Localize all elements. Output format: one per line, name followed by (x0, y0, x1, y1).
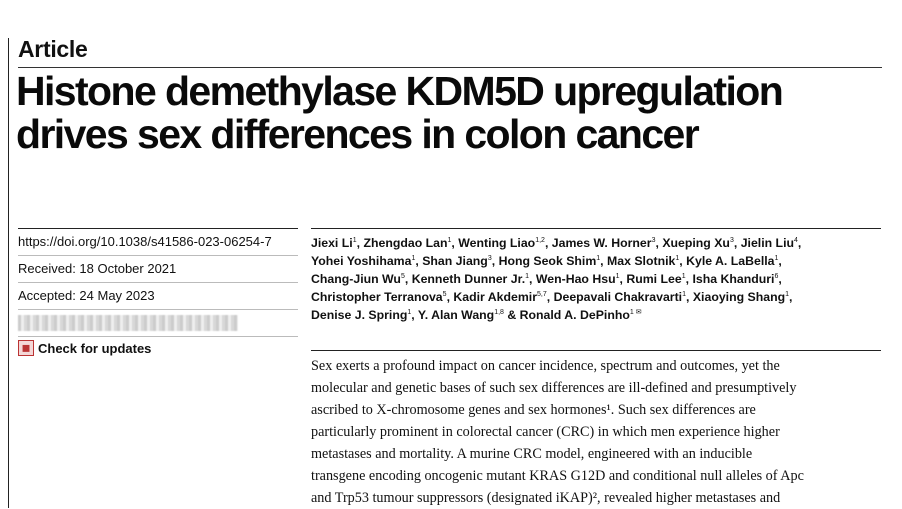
title-line-1: Histone demethylase KDM5D upregulation (16, 68, 784, 114)
author-name[interactable]: Isha Khanduri (692, 272, 775, 286)
affiliation-marker: 1 (615, 272, 620, 280)
affiliation-marker: 1 (682, 290, 687, 298)
author-name[interactable]: Hong Seok Shim (498, 254, 597, 268)
abstract-line: metastases and mortality. A murine CRC m… (311, 446, 753, 462)
accepted-date: Accepted: 24 May 2023 (18, 283, 298, 310)
author-name[interactable]: Wen-Hao Hsu (535, 272, 616, 286)
author-name[interactable]: Shan Jiang (422, 254, 488, 268)
author-name[interactable]: Rumi Lee (626, 272, 682, 286)
article-metadata: https://doi.org/10.1038/s41586-023-06254… (18, 228, 298, 337)
affiliation-marker: 1,8 (494, 308, 504, 316)
author-name[interactable]: Christopher Terranova (311, 290, 443, 304)
affiliation-marker: 3 (651, 236, 656, 244)
author-line: Christopher Terranova5, Kadir Akdemir5,7… (311, 290, 793, 304)
article-title: Histone demethylase KDM5D upregulation d… (16, 70, 896, 156)
author-name[interactable]: Deepavali Chakravarti (553, 290, 683, 304)
affiliation-marker: 1 (447, 236, 452, 244)
affiliation-marker: 1 (675, 254, 680, 262)
received-date: Received: 18 October 2021 (18, 256, 298, 283)
abstract-line: particularly prominent in colorectal can… (311, 424, 780, 440)
left-margin-rule (8, 38, 9, 508)
affiliation-marker: 5 (400, 272, 405, 280)
affiliation-marker: 1 (681, 272, 686, 280)
abstract-line: molecular and genetic bases of such sex … (311, 380, 797, 396)
affiliation-marker: 1 (407, 308, 412, 316)
author-name[interactable]: James W. Horner (551, 236, 652, 250)
affiliation-marker: 5,7 (537, 290, 547, 298)
affiliation-marker: 6 (774, 272, 779, 280)
affiliation-marker: 1 (774, 254, 779, 262)
affiliation-marker: 1 ✉ (629, 308, 642, 316)
author-name[interactable]: Zhengdao Lan (363, 236, 448, 250)
author-name[interactable]: Kenneth Dunner Jr. (411, 272, 526, 286)
affiliation-marker: 1,2 (535, 236, 545, 244)
affiliation-marker: 1 (525, 272, 530, 280)
author-name[interactable]: Kadir Akdemir (453, 290, 538, 304)
blurred-text (18, 315, 238, 331)
author-name[interactable]: Max Slotnik (607, 254, 676, 268)
author-name[interactable]: Xueping Xu (662, 236, 730, 250)
abstract-line: transgene encoding oncogenic mutant KRAS… (311, 468, 804, 484)
doi-link[interactable]: https://doi.org/10.1038/s41586-023-06254… (18, 228, 298, 256)
affiliation-marker: 1 (785, 290, 790, 298)
author-name[interactable]: Jielin Liu (740, 236, 794, 250)
abstract-line: ascribed to X-chromosome genes and sex h… (311, 402, 756, 418)
author-name[interactable]: Y. Alan Wang (417, 308, 495, 322)
author-line: Jiexi Li1, Zhengdao Lan1, Wenting Liao1,… (311, 236, 802, 250)
author-line: Denise J. Spring1, Y. Alan Wang1,8 & Ron… (311, 308, 642, 322)
author-name[interactable]: Ronald A. DePinho (519, 308, 630, 322)
check-for-updates-button[interactable]: ◼ Check for updates (18, 340, 151, 356)
author-line: Yohei Yoshihama1, Shan Jiang3, Hong Seok… (311, 254, 782, 268)
author-name[interactable]: Yohei Yoshihama (311, 254, 412, 268)
affiliation-marker: 1 (352, 236, 357, 244)
affiliation-marker: 3 (487, 254, 492, 262)
affiliation-marker: 3 (729, 236, 734, 244)
header-divider (18, 67, 882, 68)
title-line-2: drives sex differences in colon cancer (16, 111, 700, 157)
affiliation-marker: 5 (442, 290, 447, 298)
author-name[interactable]: Kyle A. LaBella (686, 254, 775, 268)
check-for-updates-label: Check for updates (38, 340, 152, 356)
abstract: Sex exerts a profound impact on cancer i… (311, 350, 881, 509)
author-name[interactable]: Jiexi Li (311, 236, 353, 250)
abstract-line: and Trp53 tumour suppressors (designated… (311, 490, 781, 506)
author-name[interactable]: Denise J. Spring (311, 308, 408, 322)
affiliation-marker: 1 (596, 254, 601, 262)
abstract-line: Sex exerts a profound impact on cancer i… (311, 358, 780, 374)
affiliation-marker: 1 (411, 254, 416, 262)
article-type-label: Article (18, 36, 88, 62)
author-name[interactable]: Xiaoying Shang (692, 290, 786, 304)
update-badge-icon: ◼ (18, 340, 34, 356)
redacted-field (18, 310, 298, 337)
author-name[interactable]: Chang-Jiun Wu (311, 272, 401, 286)
author-list: Jiexi Li1, Zhengdao Lan1, Wenting Liao1,… (311, 228, 881, 324)
author-name[interactable]: Wenting Liao (458, 236, 536, 250)
affiliation-marker: 4 (794, 236, 798, 244)
author-line: Chang-Jiun Wu5, Kenneth Dunner Jr.1, Wen… (311, 272, 782, 286)
